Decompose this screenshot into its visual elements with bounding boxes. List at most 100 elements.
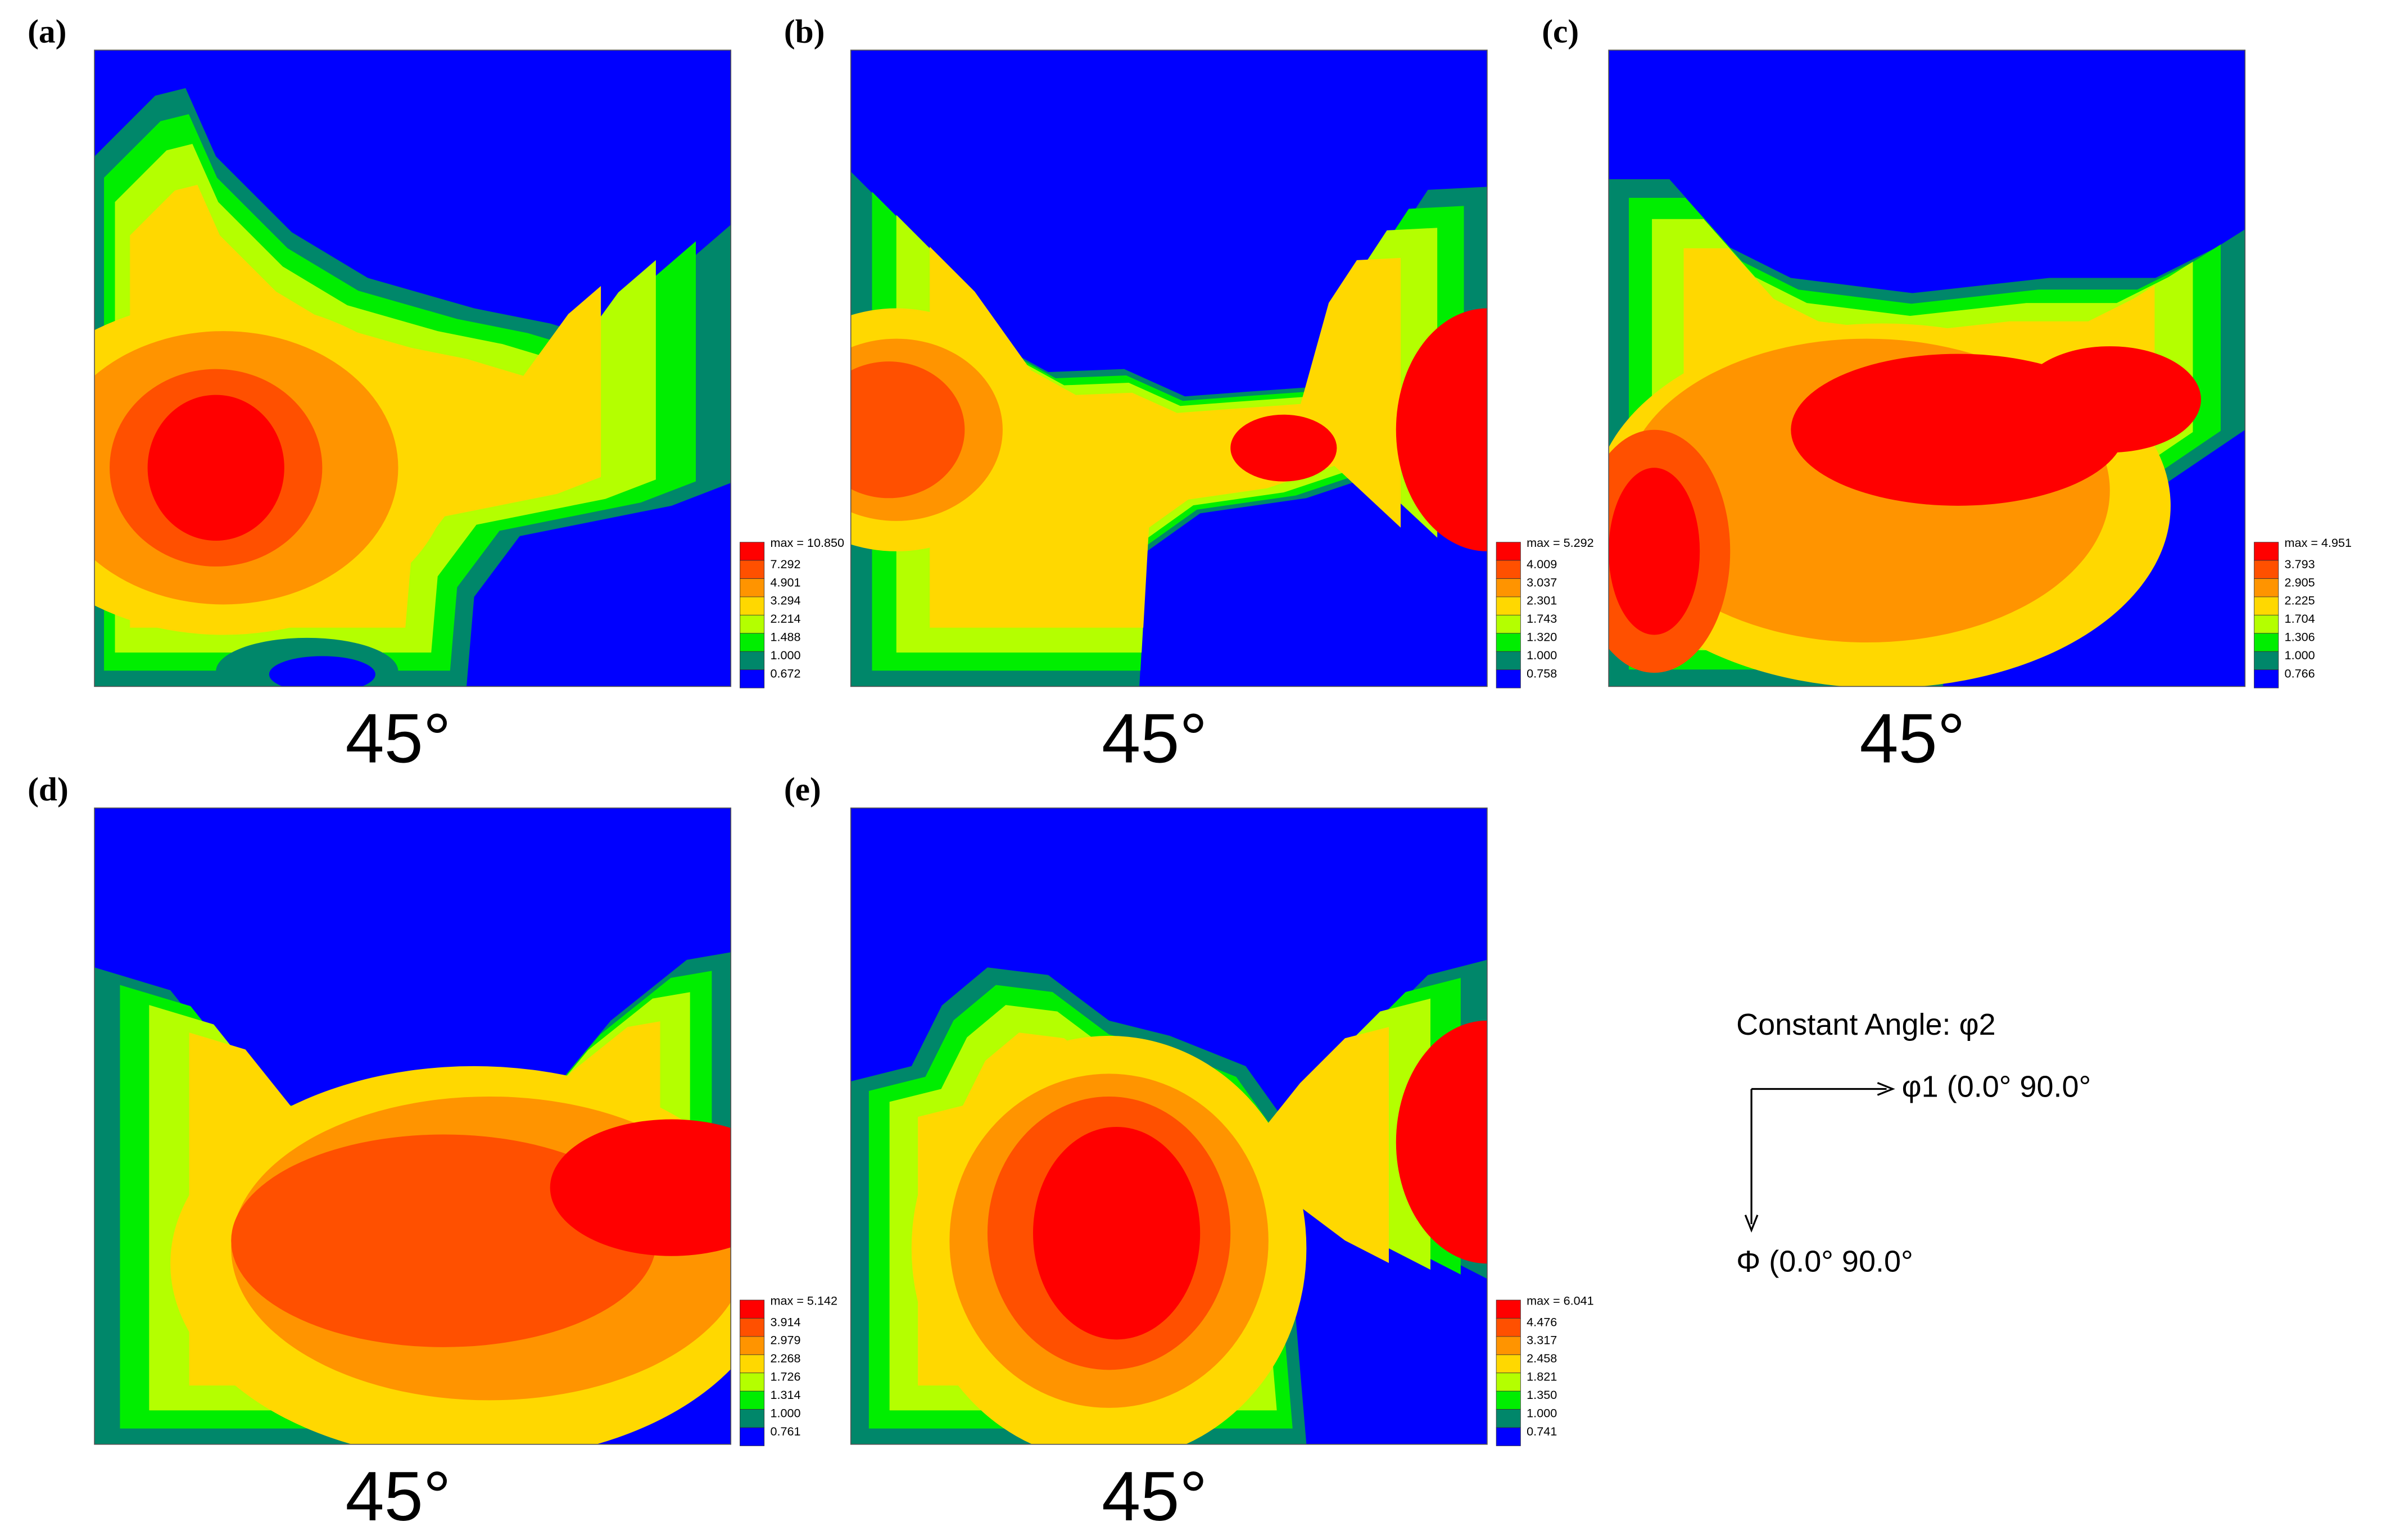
legend-swatch <box>1496 1354 1521 1374</box>
contour-level <box>269 656 375 687</box>
legend-label: 1.726 <box>770 1370 800 1384</box>
legend-label: 2.225 <box>2285 594 2315 608</box>
legend-swatch <box>2254 596 2279 615</box>
plot-frame <box>850 807 1488 1445</box>
legend-swatch <box>2254 542 2279 561</box>
legend-label: 1.350 <box>1527 1388 1557 1402</box>
legend-swatch <box>740 1318 765 1337</box>
contour-map <box>1609 50 2245 687</box>
plot-frame <box>94 49 732 687</box>
legend-label: 2.905 <box>2285 575 2315 589</box>
key-title: Constant Angle: φ2 <box>1736 1008 1996 1041</box>
legend-label: 1.306 <box>2285 630 2315 644</box>
key: Constant Angle: φ2 φ1 (0.0° 90.0° Φ (0.0… <box>1736 1008 2091 1279</box>
legend-swatch <box>1496 1318 1521 1337</box>
legend-label: max = 6.041 <box>1527 1293 1594 1307</box>
legend-swatch <box>1496 542 1521 561</box>
panel-label: (a) <box>28 13 66 50</box>
contour-level <box>930 246 1401 628</box>
legend-swatch <box>740 614 765 634</box>
legend-swatch <box>1496 1427 1521 1446</box>
legend-label: max = 5.292 <box>1527 536 1594 550</box>
legend-swatch <box>1496 560 1521 579</box>
legend-swatch <box>1496 1299 1521 1319</box>
legend-label: 0.672 <box>770 666 800 680</box>
legend-swatch <box>740 1299 765 1319</box>
legend-swatch <box>740 1427 765 1446</box>
angle-label: 45° <box>1102 1457 1207 1536</box>
legend-label: max = 5.142 <box>770 1293 837 1307</box>
legend-swatch <box>740 560 765 579</box>
legend-swatch <box>1496 578 1521 597</box>
legend-swatch <box>740 1390 765 1410</box>
contour-level <box>1230 414 1337 482</box>
legend-label: max = 10.850 <box>770 536 844 550</box>
axis2-label: Φ (0.0° 90.0° <box>1736 1244 1913 1278</box>
legend-swatch <box>740 578 765 597</box>
contour-map <box>850 50 1487 687</box>
contour-level <box>147 395 284 541</box>
legend-label: 4.901 <box>770 575 800 589</box>
legend-label: 1.821 <box>1527 1370 1557 1384</box>
contour-map <box>94 808 731 1444</box>
legend-swatch <box>2254 651 2279 671</box>
angle-label: 45° <box>1860 699 1966 777</box>
legend-label: 2.301 <box>1527 594 1557 608</box>
axis1-label: φ1 (0.0° 90.0° <box>1902 1070 2091 1104</box>
contour-level <box>1032 1127 1201 1340</box>
legend-swatch <box>740 1373 765 1392</box>
legend-label: 2.979 <box>770 1333 800 1347</box>
legend-label: 1.000 <box>770 1406 800 1420</box>
legend-swatch <box>740 542 765 561</box>
legend-label: 3.317 <box>1527 1333 1557 1347</box>
legend-label: 1.704 <box>2285 612 2315 626</box>
arrow-head <box>1877 1082 1895 1096</box>
legend-label: 1.000 <box>1527 1406 1557 1420</box>
contour-level <box>1851 392 2004 483</box>
legend-swatch <box>2254 578 2279 597</box>
legend-label: 3.294 <box>770 594 800 608</box>
legend-label: 1.000 <box>2285 648 2315 662</box>
legend-label: 1.488 <box>770 630 800 644</box>
legend-label: 0.766 <box>2285 666 2315 680</box>
legend-swatch <box>740 1336 765 1355</box>
contour-map <box>850 808 1487 1444</box>
panel-label: (c) <box>1542 13 1579 50</box>
legend-swatch <box>1496 1336 1521 1355</box>
legend-label: 1.314 <box>770 1388 800 1402</box>
legend-swatch <box>1496 633 1521 652</box>
legend-label: 4.009 <box>1527 557 1557 571</box>
legend-swatch <box>1496 669 1521 689</box>
legend-label: 2.268 <box>770 1351 800 1365</box>
contour-level <box>550 1119 731 1256</box>
panel: (d) max = 5.142 3.914 2.979 2.268 1.726 1.314 1… <box>28 771 837 1536</box>
legend-label: 1.000 <box>770 648 800 662</box>
legend-swatch <box>2254 633 2279 652</box>
panel-label: (b) <box>784 13 825 50</box>
legend-swatch <box>1496 1373 1521 1392</box>
legend-swatch <box>1496 596 1521 615</box>
plot-frame <box>94 807 732 1445</box>
legend-label: 4.476 <box>1527 1315 1557 1329</box>
contour-level <box>1434 354 1487 506</box>
legend-label: 3.037 <box>1527 575 1557 589</box>
legend-label: 1.743 <box>1527 612 1557 626</box>
legend-swatch <box>740 1409 765 1428</box>
angle-label: 45° <box>345 1457 451 1536</box>
contour-map <box>94 50 731 687</box>
legend-swatch <box>1496 651 1521 671</box>
legend-swatch <box>740 633 765 652</box>
contour-level <box>850 361 965 499</box>
panel: (a) max = 10.850 7.292 4.901 3.294 2.214 1.488… <box>28 13 844 778</box>
legend-label: 2.458 <box>1527 1351 1557 1365</box>
panel: (c) max = 4.951 3.793 2.905 2.225 1.704 1.306 1… <box>1542 13 2352 778</box>
plot-frame <box>1608 49 2246 687</box>
legend-swatch <box>2254 614 2279 634</box>
legend-label: 3.914 <box>770 1315 800 1329</box>
legend-swatch <box>740 651 765 671</box>
legend-label: 0.758 <box>1527 666 1557 680</box>
legend-swatch <box>1496 1390 1521 1410</box>
legend-swatch <box>1496 1409 1521 1428</box>
